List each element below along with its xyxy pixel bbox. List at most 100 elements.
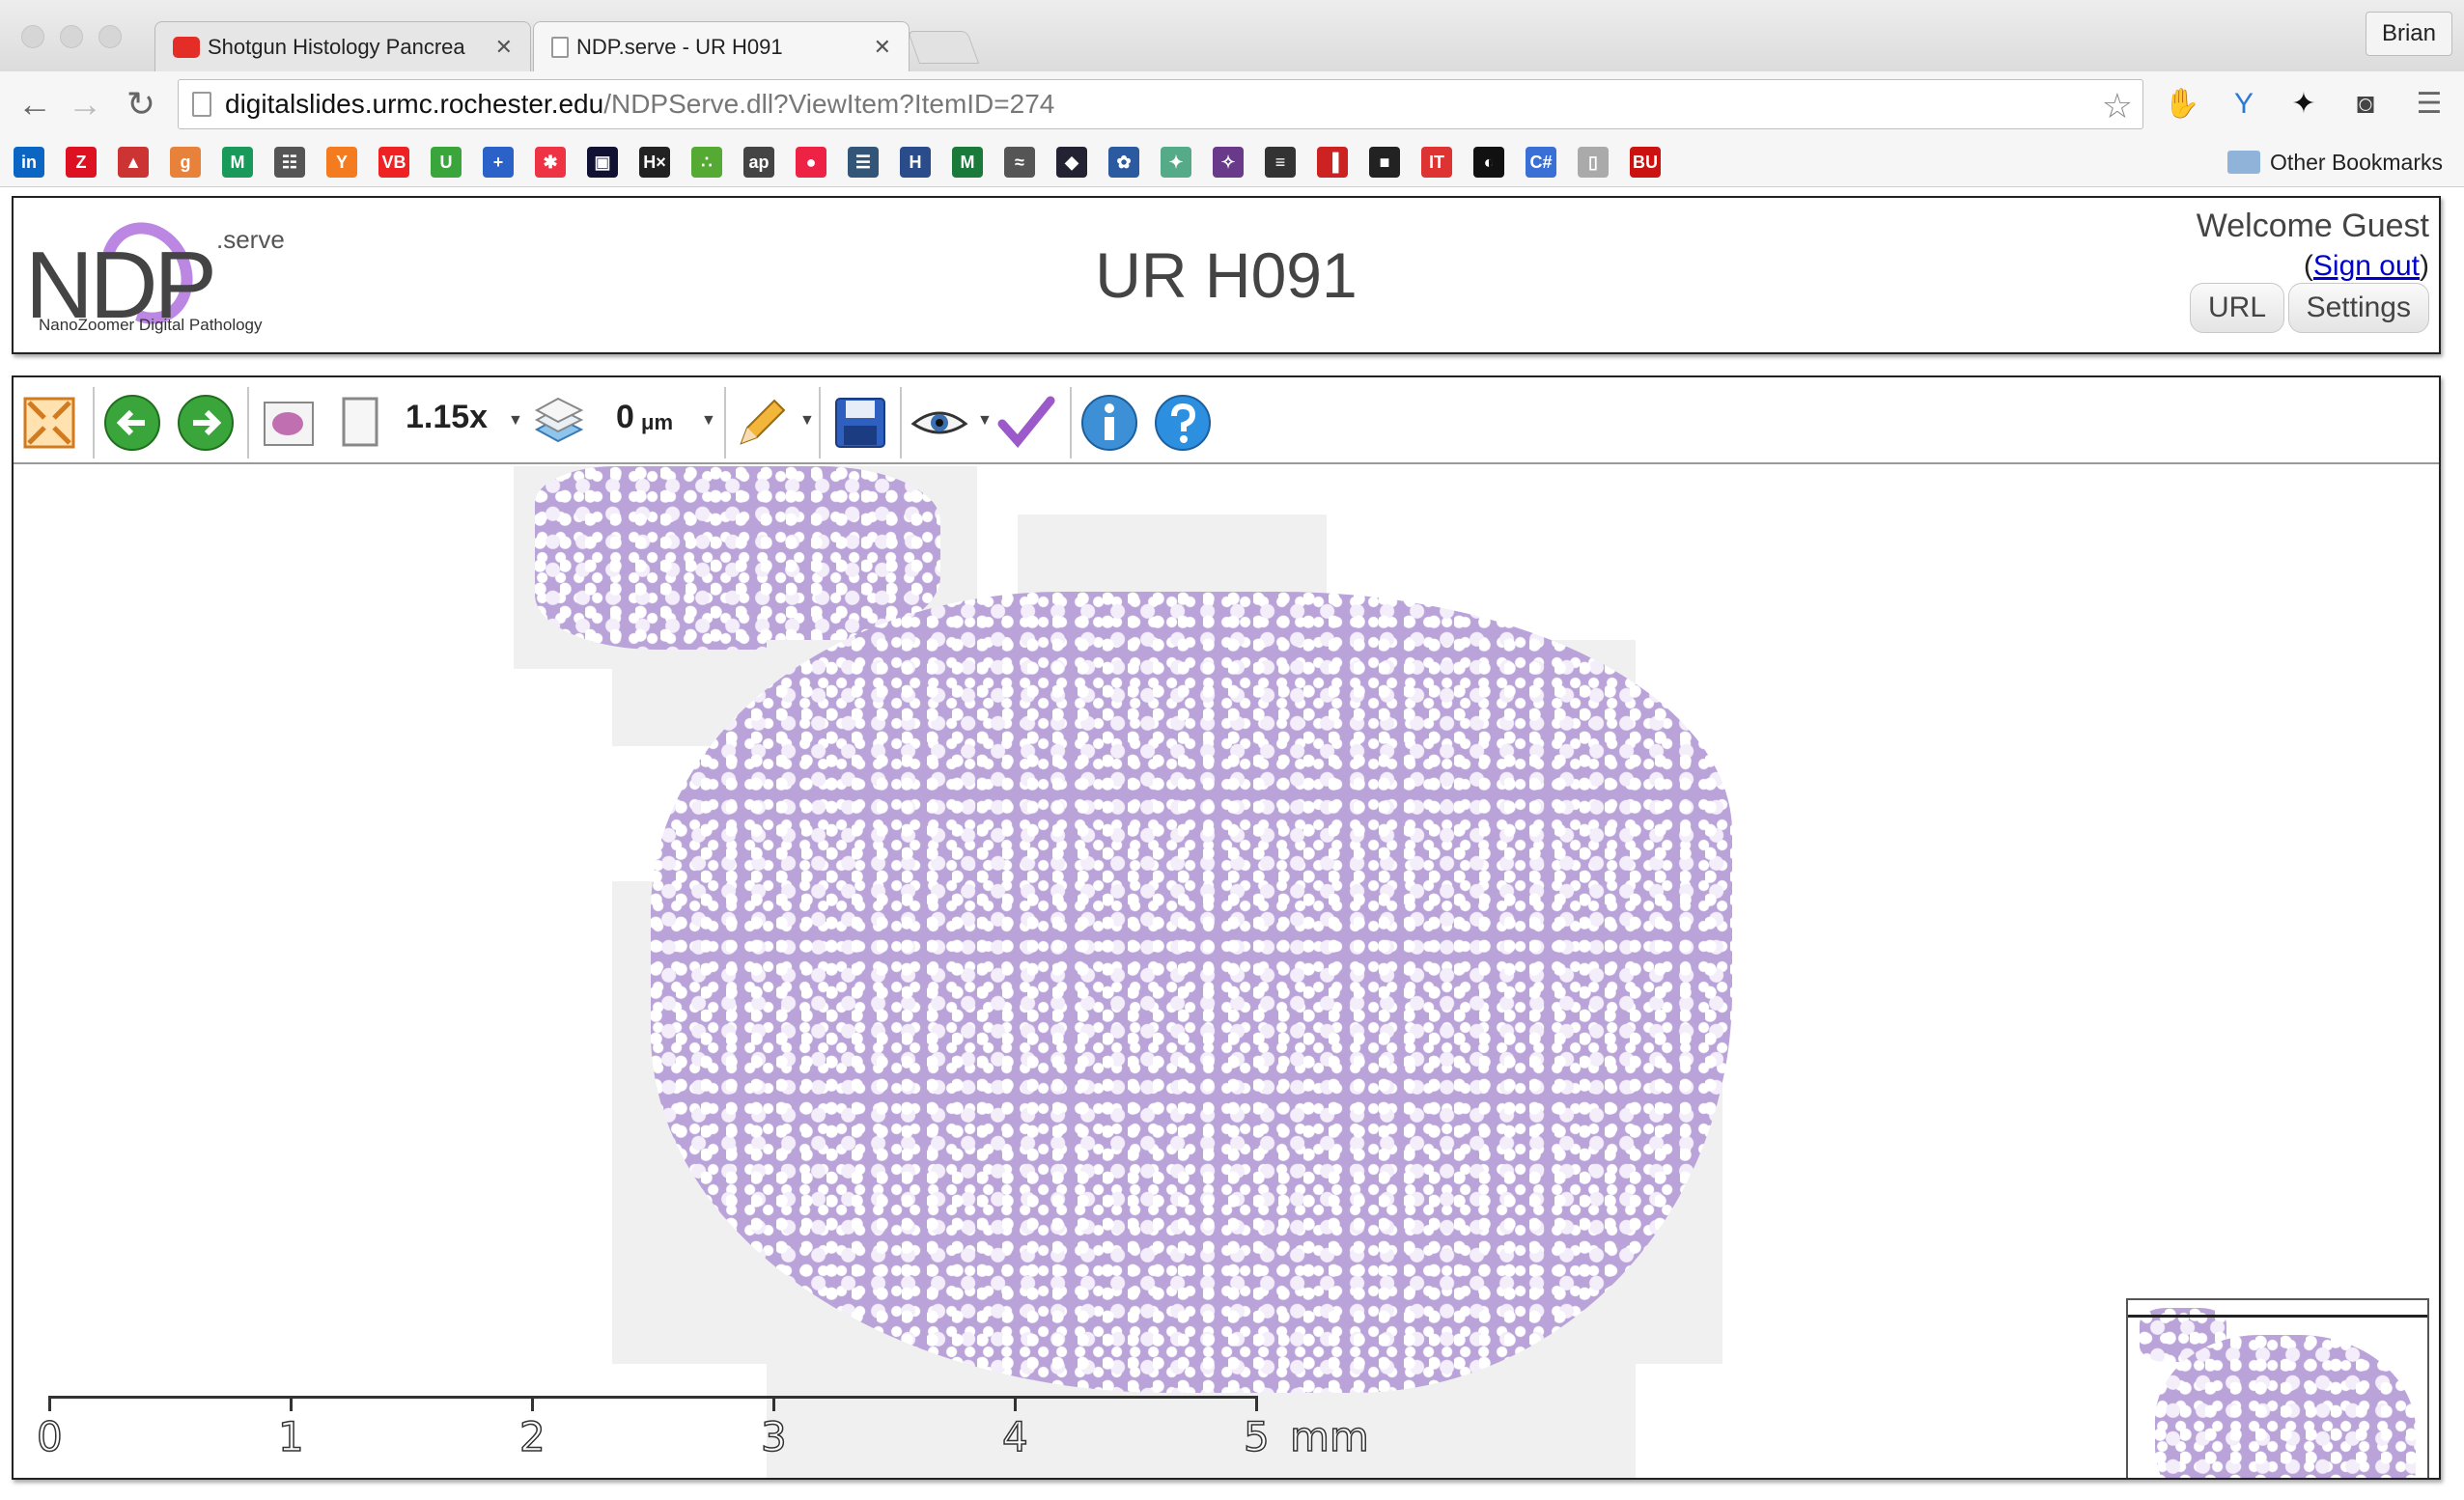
pocket-extension-icon[interactable]: ◙	[2356, 88, 2375, 120]
magnification-dropdown-icon[interactable]: ▼	[508, 412, 523, 429]
bookmark-icon[interactable]: Z	[66, 147, 97, 178]
bookmark-icon[interactable]: ▣	[587, 147, 618, 178]
focus-dropdown-icon[interactable]: ▼	[701, 412, 716, 429]
reload-icon[interactable]: ↻	[126, 84, 156, 124]
y-extension-icon[interactable]: Y	[2233, 88, 2254, 120]
bookmark-icon[interactable]: ■	[1369, 147, 1400, 178]
bookmark-icon[interactable]: H×	[639, 147, 670, 178]
bookmark-icon[interactable]: g	[170, 147, 201, 178]
page-icon	[192, 92, 211, 117]
scale-line	[48, 1396, 1255, 1399]
other-bookmarks-button[interactable]: Other Bookmarks	[2227, 145, 2443, 180]
forward-arrow-icon[interactable]: →	[68, 84, 102, 124]
checkmark-icon[interactable]	[996, 393, 1056, 453]
minimap-viewport-frame[interactable]	[2128, 1300, 2427, 1318]
slide-image[interactable]: 0 1 2 3 4 5 mm	[14, 466, 2439, 1478]
address-bar[interactable]: digitalslides.urmc.rochester.edu /NDPSer…	[178, 79, 2143, 129]
stop-hand-extension-icon[interactable]: ✋	[2164, 88, 2200, 120]
focus-unit: μm	[641, 410, 674, 434]
tissue-section-main	[651, 592, 1732, 1393]
save-disk-icon[interactable]	[830, 393, 890, 453]
bookmark-icon[interactable]: IT	[1421, 147, 1452, 178]
bookmark-icon[interactable]: ✦	[1161, 147, 1191, 178]
welcome-text: Welcome Guest	[2196, 208, 2429, 244]
overview-minimap[interactable]	[2126, 1298, 2429, 1478]
slide-label-icon[interactable]	[330, 393, 390, 453]
bookmark-icon[interactable]: H	[900, 147, 931, 178]
url-host: digitalslides.urmc.rochester.edu	[225, 89, 604, 119]
scale-tick	[772, 1396, 775, 1411]
signout-link[interactable]: Sign out	[2312, 250, 2420, 282]
bookmark-icon[interactable]: M	[222, 147, 253, 178]
new-tab-button[interactable]	[907, 31, 980, 64]
bookmark-icon[interactable]: U	[431, 147, 462, 178]
bookmark-icon[interactable]: BU	[1630, 147, 1661, 178]
bookmark-star-icon[interactable]: ☆	[2101, 86, 2133, 125]
other-bookmarks-label: Other Bookmarks	[2270, 149, 2443, 175]
bookmark-icon[interactable]: ✱	[535, 147, 566, 178]
window-close-button[interactable]	[21, 25, 44, 48]
focus-layers-icon[interactable]	[529, 393, 589, 453]
bookmark-icon[interactable]: C#	[1526, 147, 1556, 178]
bookmark-icon[interactable]: VB	[378, 147, 409, 178]
bookmark-icon[interactable]: ≈	[1004, 147, 1035, 178]
eye-view-icon[interactable]	[910, 393, 969, 453]
forward-arrow-icon[interactable]	[176, 393, 236, 453]
tab-label: NDP.serve - UR H091	[576, 34, 783, 59]
browser-tab-bar: Shotgun Histology Pancrea ✕ NDP.serve - …	[0, 0, 2464, 71]
bookmark-icon[interactable]: in	[14, 147, 44, 178]
tab-shotgun-histology[interactable]: Shotgun Histology Pancrea ✕	[154, 21, 531, 71]
bookmark-icon[interactable]: ▐	[1317, 147, 1348, 178]
scale-tick	[290, 1396, 293, 1411]
window-zoom-button[interactable]	[98, 25, 122, 48]
scale-label: 4	[1001, 1412, 1028, 1461]
scale-tick	[48, 1396, 51, 1411]
eye-dropdown-icon[interactable]: ▼	[977, 412, 993, 429]
bookmark-icon[interactable]: ✧	[1213, 147, 1244, 178]
folder-icon	[2227, 151, 2261, 174]
bookmark-icon[interactable]: ∴	[691, 147, 722, 178]
pencil-annotate-icon[interactable]	[732, 393, 792, 453]
runner-extension-icon[interactable]: ✦	[2291, 88, 2316, 120]
tab-close-icon[interactable]: ✕	[873, 34, 891, 59]
bookmark-icon[interactable]: ◐	[1473, 147, 1504, 178]
tab-ndp-serve[interactable]: NDP.serve - UR H091 ✕	[533, 21, 910, 71]
bookmark-icon[interactable]: ☷	[274, 147, 305, 178]
info-icon[interactable]	[1079, 393, 1139, 453]
toolbar-separator	[819, 387, 821, 458]
bookmark-icon[interactable]: +	[483, 147, 514, 178]
ndp-logo: NDP .serve NanoZoomer Digital Pathology	[25, 207, 286, 340]
bookmark-icon[interactable]: ap	[743, 147, 774, 178]
back-arrow-icon[interactable]	[102, 393, 162, 453]
url-button[interactable]: URL	[2189, 283, 2284, 333]
bookmark-icon[interactable]: ▲	[118, 147, 149, 178]
focus-value[interactable]: 0	[616, 399, 634, 435]
bookmark-icon[interactable]: ✿	[1108, 147, 1139, 178]
magnification-value[interactable]: 1.15x	[406, 399, 489, 435]
settings-button[interactable]: Settings	[2287, 283, 2429, 333]
help-icon[interactable]	[1153, 393, 1213, 453]
signout-paren-open: (	[2303, 250, 2313, 282]
youtube-icon	[173, 36, 200, 58]
fit-to-window-icon[interactable]	[19, 393, 79, 453]
bookmarks-bar: in Z ▲ g M ☷ Y VB U + ✱ ▣ H× ∴ ap ● ☰ H M ≈ ◆ ✿ ✦ ✧ ≡ ▐ ■ IT ◐ C# ▯ BU …	[0, 137, 2464, 187]
bookmark-icon[interactable]: ≡	[1265, 147, 1296, 178]
bookmark-icon[interactable]: ▯	[1578, 147, 1609, 178]
tab-close-icon[interactable]: ✕	[494, 34, 513, 59]
bookmark-icon[interactable]: ◆	[1056, 147, 1087, 178]
bookmark-icon[interactable]: Y	[326, 147, 357, 178]
slide-overview-icon[interactable]	[259, 393, 319, 453]
annotate-dropdown-icon[interactable]: ▼	[799, 412, 815, 429]
tissue-fragment-small	[535, 466, 940, 650]
back-arrow-icon[interactable]: ←	[17, 84, 52, 124]
slide-viewer: 1.15x ▼ 0 μm ▼ ▼	[12, 375, 2441, 1480]
slide-title: UR H091	[1095, 239, 1358, 311]
bookmark-icon[interactable]: M	[952, 147, 983, 178]
profile-button[interactable]: Brian	[2365, 12, 2452, 56]
window-minimize-button[interactable]	[60, 25, 83, 48]
bookmark-icon[interactable]: ☰	[848, 147, 879, 178]
menu-icon[interactable]: ☰	[2416, 88, 2443, 120]
browser-toolbar: ← → ↻ digitalslides.urmc.rochester.edu /…	[0, 71, 2464, 137]
toolbar-separator	[724, 387, 726, 458]
bookmark-icon[interactable]: ●	[796, 147, 826, 178]
